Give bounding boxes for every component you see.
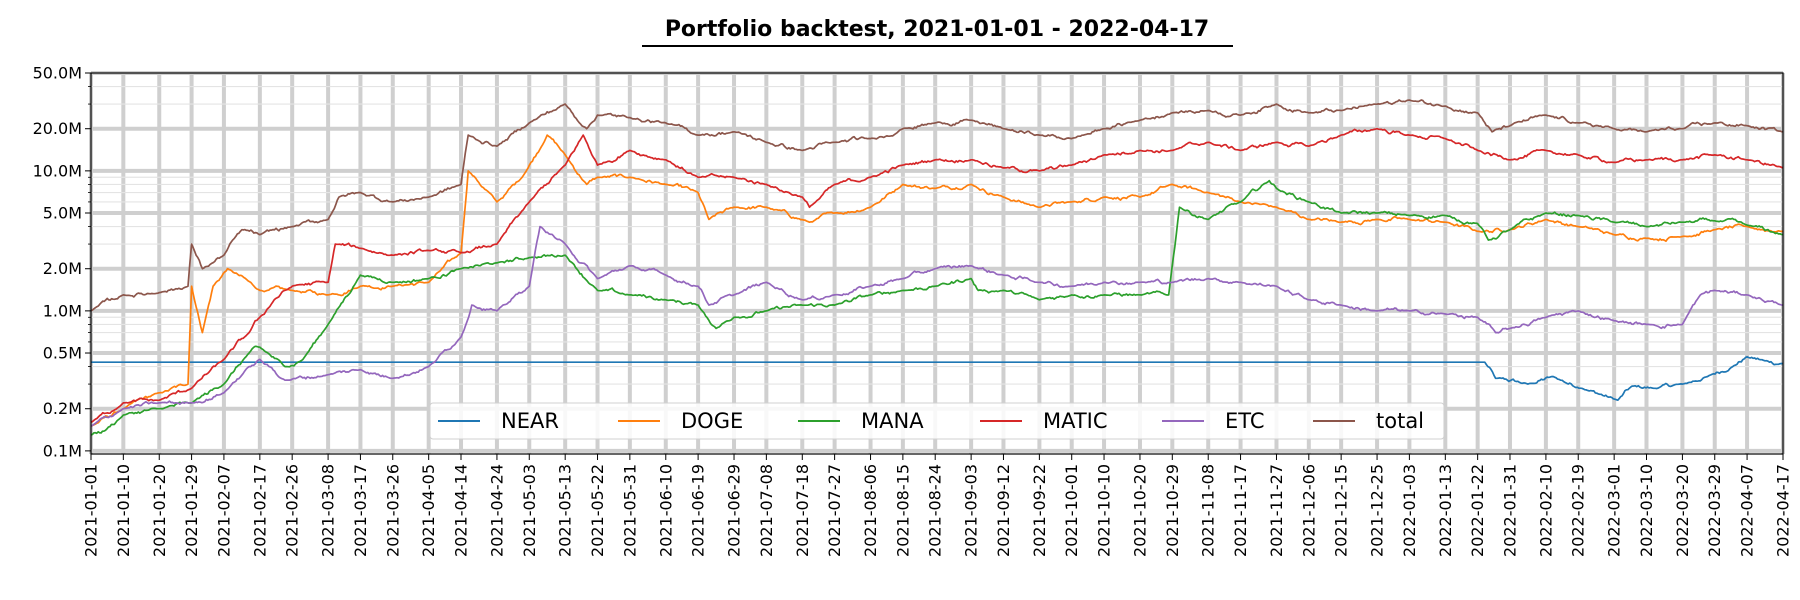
x-tick-label: 2021-01-20 [150, 464, 169, 557]
y-tick-label: 0.5M [43, 344, 82, 363]
axis-layer: 2021-01-01 2021-01-10 2021-01-20 2021-01-29… [33, 64, 1793, 557]
x-tick-label: 2021-01-29 [182, 464, 201, 557]
x-tick-label: 2021-04-05 [419, 464, 438, 557]
x-tick-label: 2022-02-19 [1569, 464, 1588, 557]
legend-label-matic: MATIC [1043, 409, 1108, 433]
series-layer [90, 99, 1784, 436]
x-tick-label: 2021-10-10 [1095, 464, 1114, 557]
legend: NEAR DOGE MANA MATIC ETC total [429, 402, 1445, 440]
x-tick-label: 2022-01-13 [1436, 464, 1455, 557]
x-tick-label: 2021-04-14 [452, 464, 471, 557]
legend-label-etc: ETC [1225, 409, 1265, 433]
x-tick-label: 2021-07-27 [825, 464, 844, 557]
y-tick-label: 0.1M [43, 441, 82, 460]
x-tick-label: 2021-03-26 [383, 464, 402, 557]
x-tick-label: 2021-12-06 [1299, 464, 1318, 557]
legend-label-near: NEAR [501, 409, 559, 433]
x-tick-label: 2022-01-03 [1400, 464, 1419, 557]
x-tick-label: 2021-10-29 [1163, 464, 1182, 557]
x-tick-label: 2021-11-27 [1267, 464, 1286, 557]
x-tick-label: 2021-09-12 [994, 464, 1013, 557]
x-tick-label: 2021-09-22 [1030, 464, 1049, 557]
grid-layer [89, 71, 1785, 454]
series-line-total [90, 99, 1784, 312]
legend-label-total: total [1376, 409, 1424, 433]
x-tick-label: 2022-03-10 [1637, 464, 1656, 557]
legend-label-mana: MANA [861, 409, 924, 433]
series-line-matic [90, 127, 1784, 424]
x-tick-label: 2021-02-26 [283, 464, 302, 557]
y-tick-label: 10.0M [33, 161, 82, 180]
legend-box [429, 402, 1445, 440]
y-tick-label: 1.0M [43, 301, 82, 320]
x-tick-label: 2021-02-07 [214, 464, 233, 557]
x-tick-label: 2022-03-01 [1605, 464, 1624, 557]
y-tick-label: 20.0M [33, 119, 82, 138]
y-tick-label: 50.0M [33, 64, 82, 83]
legend-label-doge: DOGE [681, 409, 743, 433]
x-tick-label: 2021-06-19 [689, 464, 708, 557]
x-tick-label: 2021-10-20 [1130, 464, 1149, 557]
x-tick-label: 2021-08-24 [926, 464, 945, 557]
series-line-mana [90, 179, 1784, 436]
x-tick-label: 2021-08-06 [861, 464, 880, 557]
x-tick-label: 2021-05-13 [556, 464, 575, 557]
x-tick-label: 2021-05-03 [520, 464, 539, 557]
x-tick-label: 2021-11-08 [1199, 464, 1218, 557]
x-tick-label: 2021-10-01 [1062, 464, 1081, 557]
x-tick-label: 2022-01-22 [1468, 464, 1487, 557]
y-tick-label: 2.0M [43, 259, 82, 278]
x-tick-label: 2021-06-29 [725, 464, 744, 557]
x-tick-label: 2021-08-15 [893, 464, 912, 557]
x-tick-label: 2021-01-10 [114, 464, 133, 557]
x-tick-label: 2021-03-08 [319, 464, 338, 557]
x-tick-label: 2021-07-18 [793, 464, 812, 557]
x-tick-label: 2022-03-20 [1673, 464, 1692, 557]
x-tick-label: 2021-06-10 [656, 464, 675, 557]
y-tick-label: 0.2M [43, 399, 82, 418]
y-tick-label: 5.0M [43, 204, 82, 223]
x-tick-label: 2022-04-07 [1738, 464, 1757, 557]
x-tick-label: 2021-03-17 [351, 464, 370, 557]
x-tick-label: 2021-01-01 [82, 464, 101, 557]
x-tick-label: 2021-05-31 [620, 464, 639, 557]
x-tick-label: 2021-04-24 [487, 464, 506, 557]
series-line-etc [90, 225, 1784, 427]
x-tick-label: 2021-05-22 [588, 464, 607, 557]
x-tick-label: 2022-03-29 [1705, 464, 1724, 557]
series-line-near [91, 355, 1784, 402]
series-line-doge [90, 134, 1784, 427]
x-tick-label: 2021-11-17 [1231, 464, 1250, 557]
x-tick-label: 2021-07-08 [757, 464, 776, 557]
x-tick-label: 2021-12-15 [1332, 464, 1351, 557]
x-tick-label: 2022-02-10 [1536, 464, 1555, 557]
x-tick-label: 2022-04-17 [1774, 464, 1793, 557]
plot-frame [90, 72, 1784, 455]
x-tick-label: 2022-01-31 [1500, 464, 1519, 557]
x-tick-label: 2021-02-17 [250, 464, 269, 557]
chart-title: Portfolio backtest, 2021-01-01 - 2022-04… [665, 17, 1209, 42]
x-tick-label: 2021-09-03 [962, 464, 981, 557]
x-tick-label: 2021-12-25 [1368, 464, 1387, 557]
